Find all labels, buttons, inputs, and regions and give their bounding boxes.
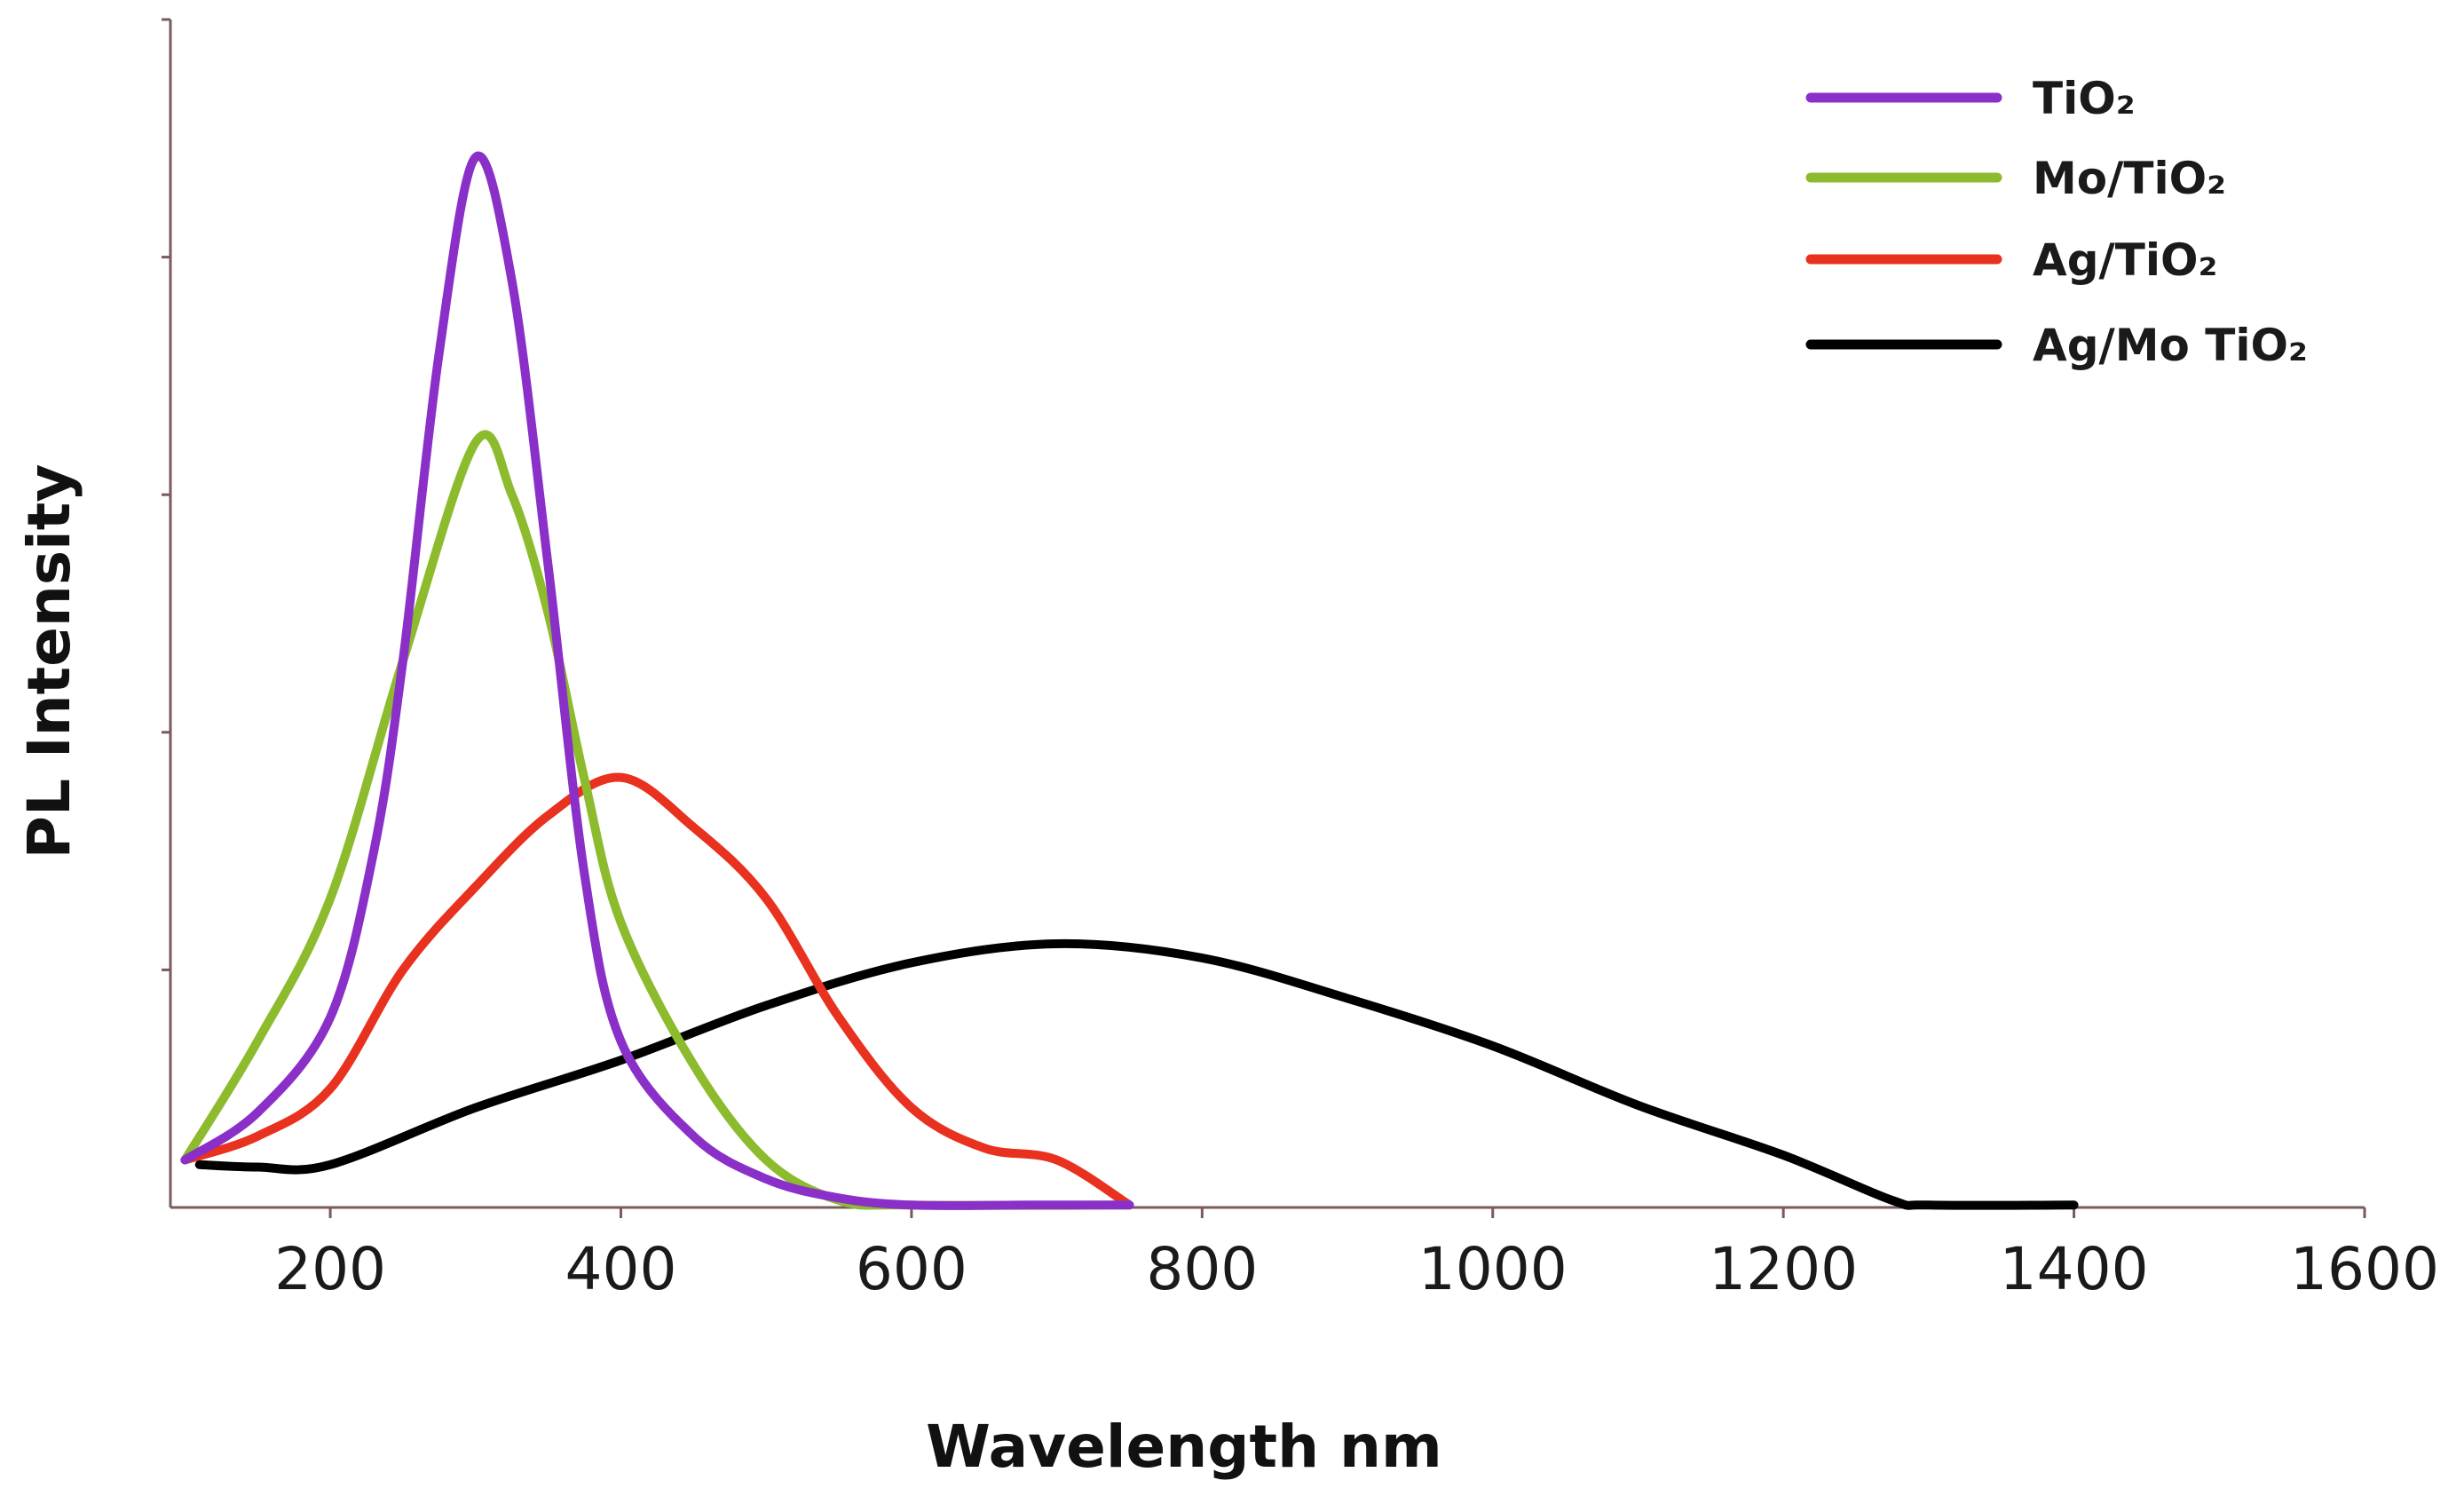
x-tick-labels: 200 400 600 800 1000 1200 1400 1600 — [274, 1235, 2439, 1303]
x-tick-label: 200 — [274, 1235, 386, 1303]
x-tick-label: 1600 — [2290, 1235, 2439, 1303]
legend: TiO₂ Mo/TiO₂ Ag/TiO₂ Ag/Mo TiO₂ — [1805, 73, 2308, 371]
x-tick-label: 1400 — [2000, 1235, 2149, 1303]
x-tick-label: 1200 — [1709, 1235, 1858, 1303]
legend-label: TiO₂ — [2033, 73, 2136, 124]
series-line — [180, 151, 1134, 1210]
series-line — [194, 938, 2079, 1210]
legend-label: Ag/TiO₂ — [2033, 234, 2217, 286]
x-tick-label: 1000 — [1418, 1235, 1568, 1303]
series-line — [180, 772, 1134, 1210]
x-tick-label: 800 — [1146, 1235, 1258, 1303]
series-layer — [180, 151, 2079, 1210]
x-tick-label: 600 — [856, 1235, 967, 1303]
x-tick-label: 400 — [565, 1235, 677, 1303]
legend-label: Mo/TiO₂ — [2033, 153, 2226, 204]
y-axis-title: PL Intensity — [15, 464, 83, 859]
legend-label: Ag/Mo TiO₂ — [2033, 320, 2308, 371]
x-axis-title: Wavelength nm — [926, 1413, 1442, 1481]
